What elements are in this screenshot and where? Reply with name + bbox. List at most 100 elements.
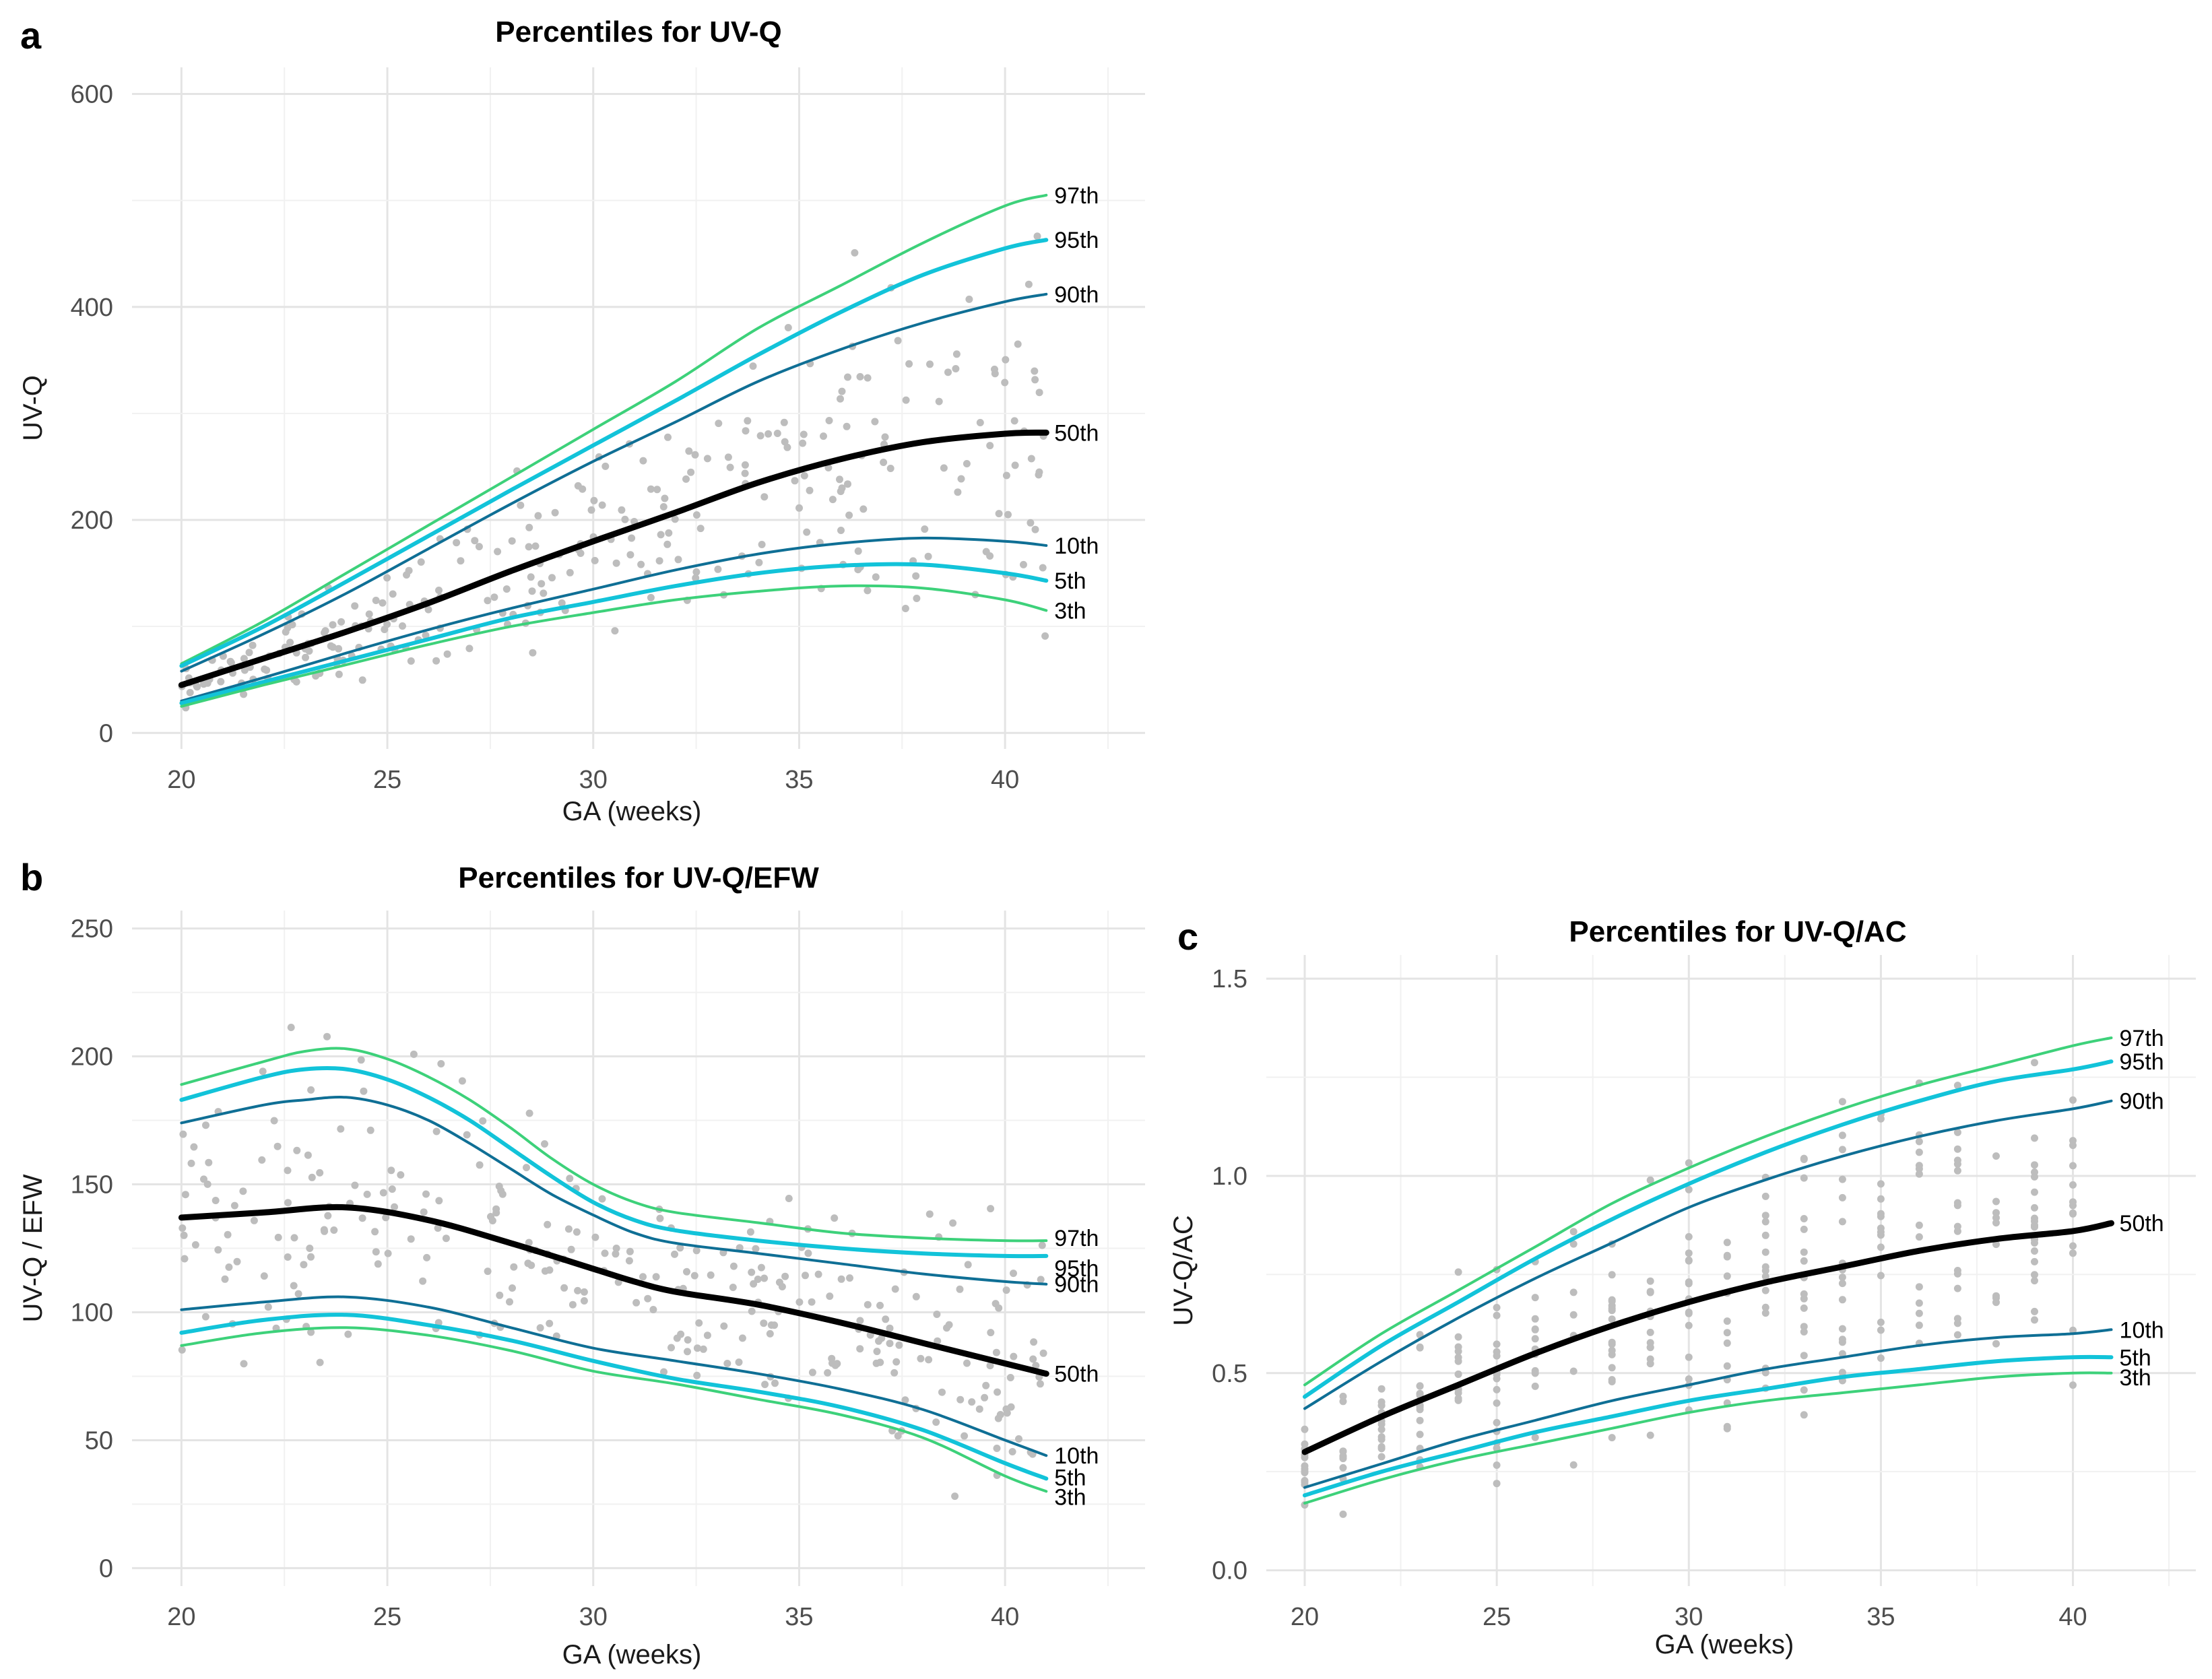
data-point — [804, 1249, 812, 1257]
data-point — [961, 1432, 969, 1440]
data-point — [240, 655, 248, 663]
data-point — [611, 627, 619, 635]
data-point — [994, 1414, 1002, 1422]
data-point — [2031, 1307, 2038, 1315]
data-point — [566, 1175, 574, 1183]
data-point — [372, 1248, 380, 1256]
data-point — [544, 1220, 552, 1228]
data-point — [387, 1166, 395, 1175]
data-point — [921, 525, 929, 533]
data-point — [844, 480, 851, 488]
data-point — [403, 571, 410, 579]
data-point — [844, 373, 851, 381]
data-point — [1838, 1218, 1846, 1226]
data-point — [1685, 1309, 1693, 1317]
data-point — [358, 676, 366, 684]
data-point — [221, 1275, 229, 1283]
data-point — [379, 599, 387, 607]
data-point — [453, 539, 461, 547]
data-point — [274, 1233, 282, 1241]
data-point — [963, 1359, 971, 1367]
x-tick-label: 20 — [167, 766, 195, 794]
data-point — [982, 1381, 990, 1389]
data-point — [612, 559, 620, 567]
data-point — [1685, 1232, 1693, 1241]
data-point — [270, 1117, 278, 1125]
data-point — [591, 556, 599, 564]
data-point — [1800, 1248, 1808, 1256]
data-point — [741, 461, 749, 469]
data-point — [715, 420, 723, 428]
data-point — [1915, 1148, 1923, 1156]
y-tick-label: 0.0 — [1212, 1557, 1247, 1585]
data-point — [626, 551, 635, 559]
data-point — [389, 590, 397, 598]
data-point — [1608, 1315, 1616, 1323]
data-point — [475, 543, 483, 551]
data-point — [1953, 1145, 1961, 1153]
data-point — [1838, 1280, 1846, 1288]
data-point — [1339, 1453, 1347, 1461]
data-point — [286, 638, 294, 647]
data-point — [864, 587, 872, 595]
data-point — [1416, 1430, 1424, 1439]
data-point — [558, 599, 566, 607]
data-point — [1416, 1390, 1424, 1397]
data-point — [525, 1239, 533, 1247]
data-point — [825, 417, 833, 424]
series-line-3th — [1303, 1371, 2113, 1505]
data-point — [1493, 1340, 1501, 1348]
data-point — [1416, 1382, 1424, 1390]
data-point — [2069, 1198, 2077, 1206]
data-point — [1493, 1480, 1501, 1488]
data-point — [574, 1286, 582, 1294]
data-point — [758, 541, 766, 548]
data-point — [202, 1121, 209, 1129]
data-point — [273, 1142, 282, 1150]
data-point — [1002, 356, 1010, 364]
series-label-97th: 97th — [1054, 183, 1099, 209]
data-point — [677, 1330, 685, 1338]
x-tick-label: 30 — [1674, 1603, 1703, 1631]
data-point — [360, 1087, 368, 1095]
data-point — [323, 1032, 331, 1041]
data-point — [538, 580, 546, 588]
data-point — [682, 475, 690, 483]
data-point — [783, 443, 791, 451]
data-point — [230, 1201, 238, 1210]
data-point — [442, 1234, 450, 1243]
data-point — [750, 1280, 758, 1288]
data-point — [1953, 1227, 1961, 1235]
series-label-10th: 10th — [1054, 533, 1099, 559]
data-point — [952, 365, 960, 372]
data-point — [407, 657, 415, 665]
data-point — [1646, 1288, 1654, 1296]
data-point — [225, 1263, 233, 1271]
data-point — [304, 1151, 312, 1159]
data-point — [1029, 1355, 1037, 1363]
data-point — [845, 511, 853, 519]
data-point — [1569, 1288, 1577, 1296]
data-point — [567, 1245, 575, 1253]
data-point — [1004, 511, 1012, 519]
data-point — [1454, 1371, 1462, 1378]
data-point — [1646, 1360, 1654, 1368]
data-point — [2031, 1188, 2038, 1196]
data-point — [1953, 1160, 1961, 1168]
data-point — [1915, 1170, 1923, 1178]
data-point — [2069, 1096, 2077, 1104]
data-point — [1915, 1138, 1923, 1146]
data-point — [383, 574, 391, 582]
data-point — [551, 508, 559, 517]
data-point — [1007, 1403, 1015, 1411]
data-point — [1037, 1276, 1045, 1284]
data-point — [288, 621, 296, 628]
data-point — [2031, 1277, 2038, 1285]
series-line-95th — [1303, 1059, 2114, 1399]
data-point — [864, 374, 872, 382]
data-point — [905, 360, 913, 368]
data-point — [924, 552, 932, 560]
data-point — [664, 433, 672, 441]
data-point — [1761, 1248, 1769, 1256]
data-point — [938, 1388, 946, 1396]
